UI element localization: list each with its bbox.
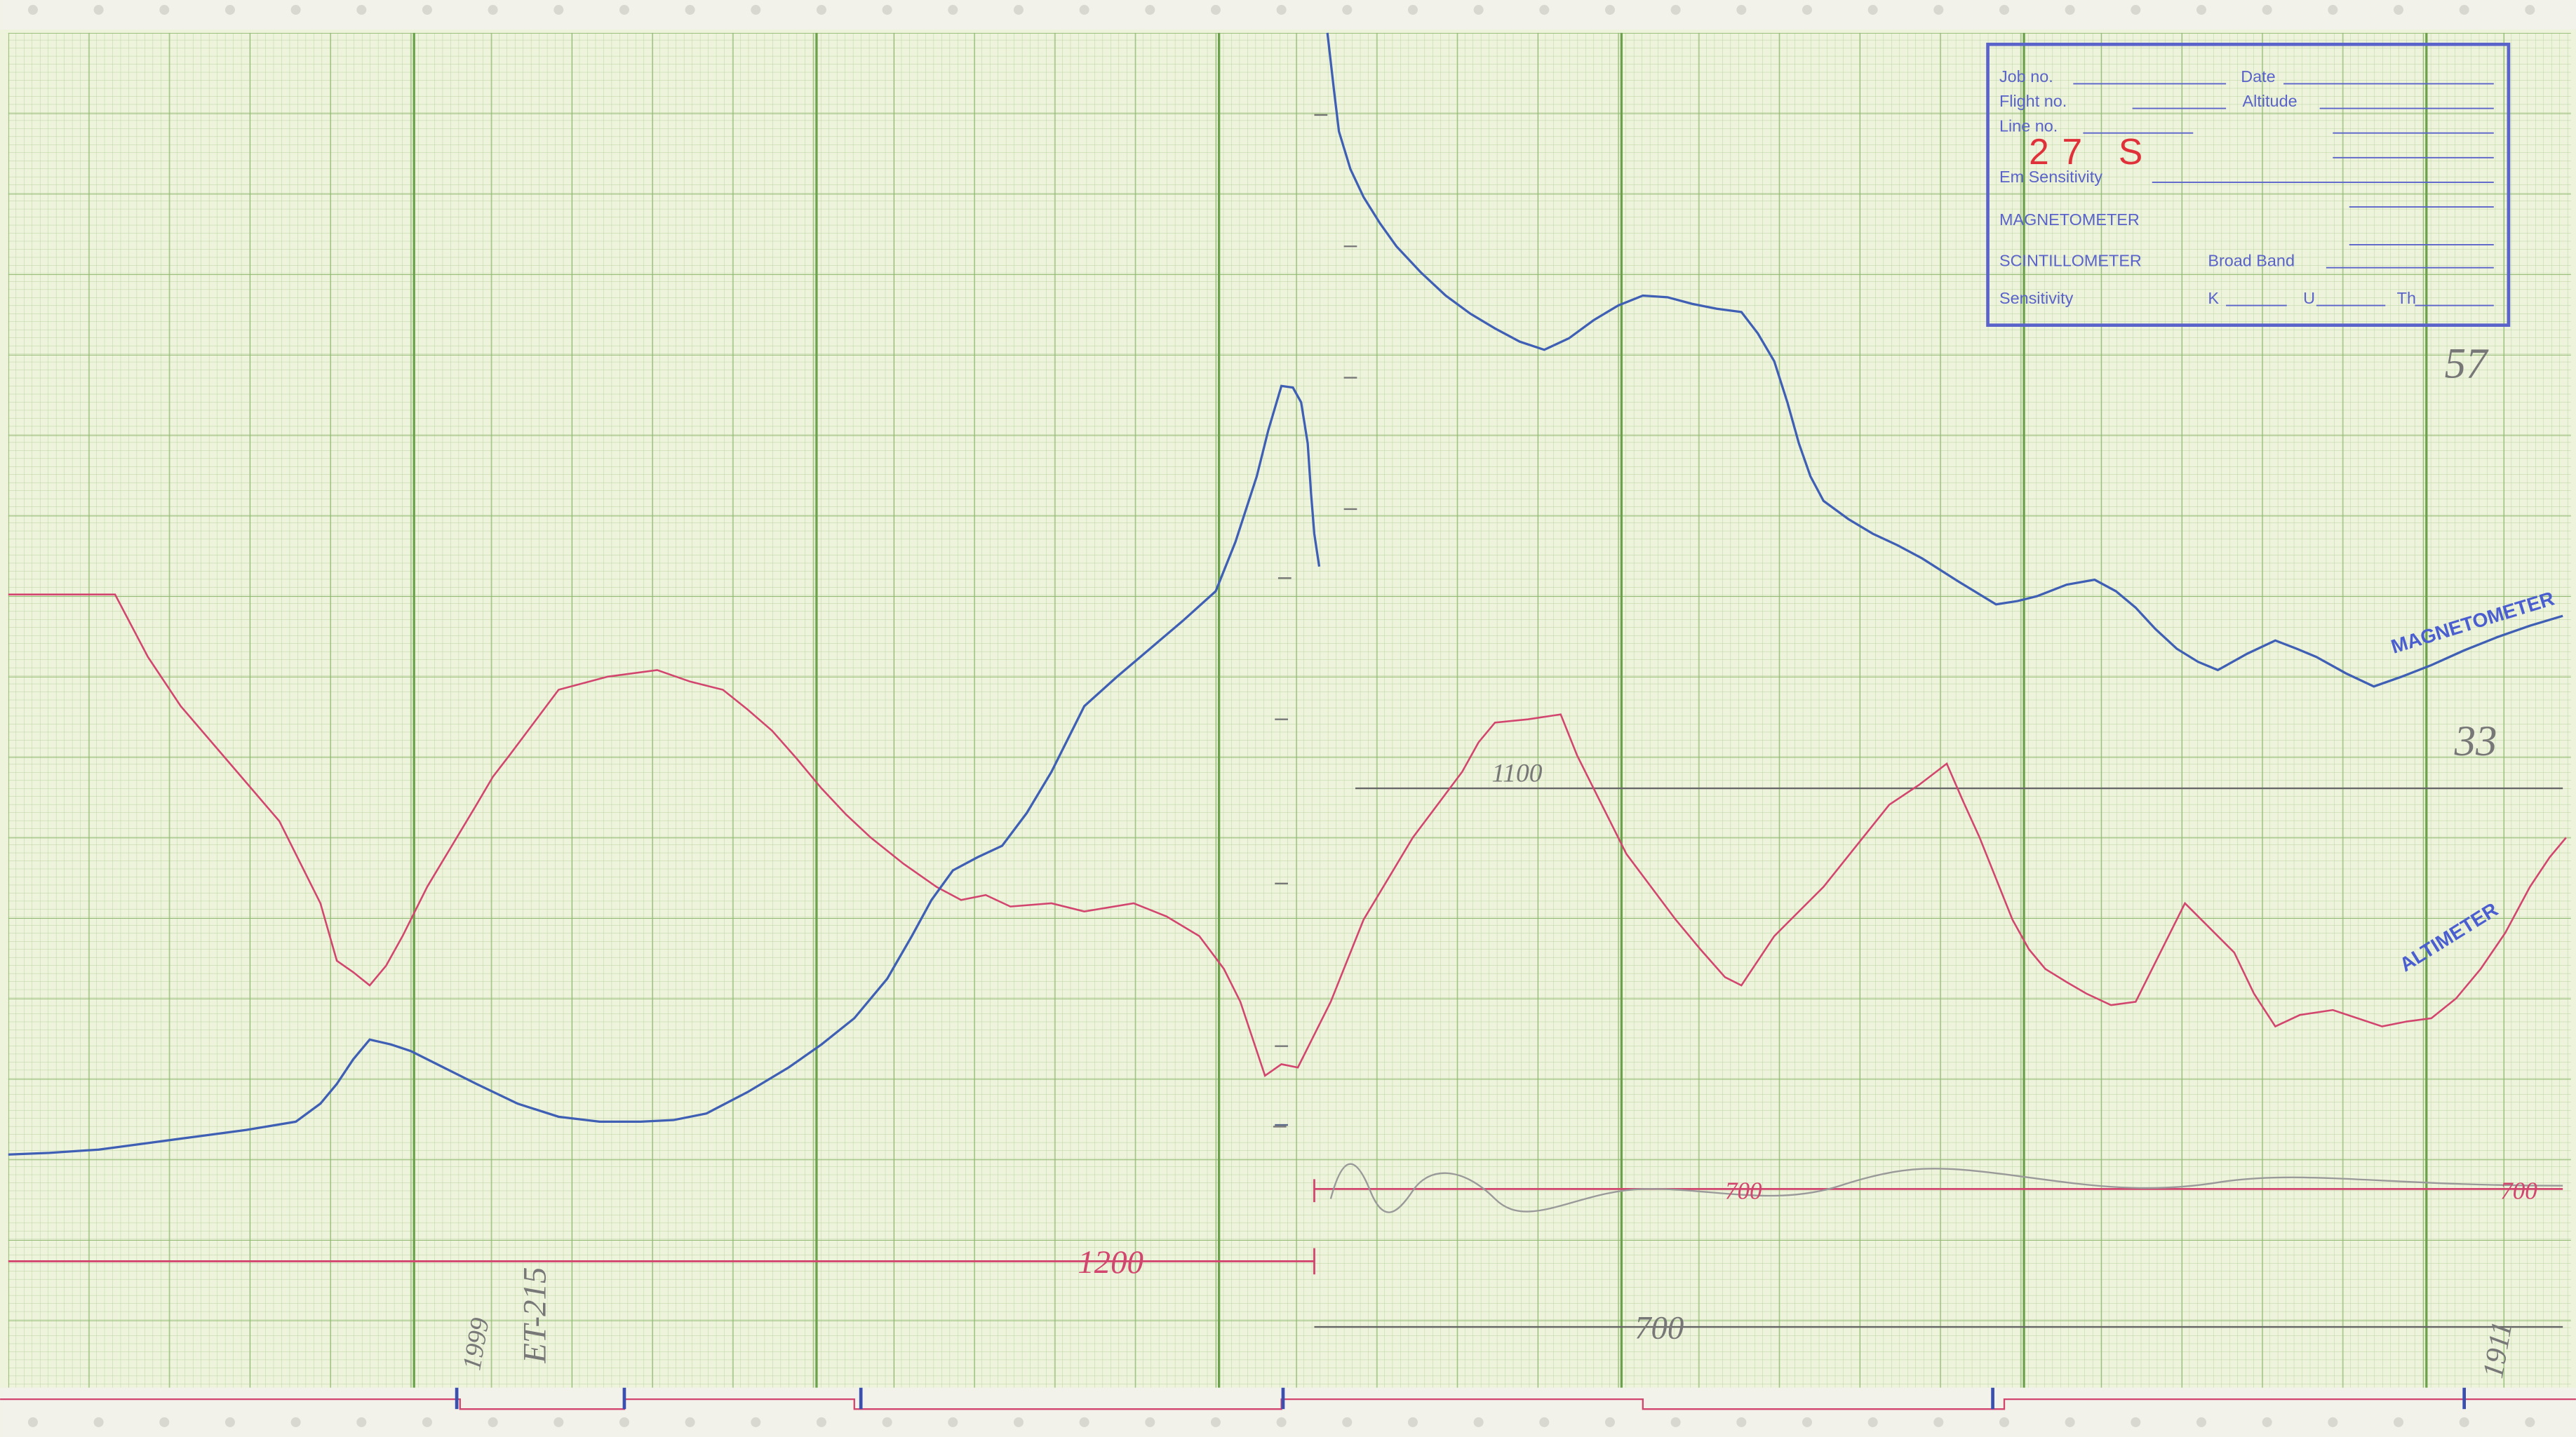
annotation: 1100 — [1491, 760, 1542, 788]
stamp-label: Job no. — [1999, 67, 2053, 86]
line-number: 27 S — [2029, 131, 2156, 172]
stamp-label: Sensitivity — [1999, 289, 2074, 307]
annotation: 33 — [2454, 718, 2497, 765]
stamp-label: Em Sensitivity — [1999, 168, 2102, 186]
annotation: ET-215 — [517, 1267, 554, 1364]
stamp-label: U — [2303, 289, 2315, 307]
stamp-label: SCINTILLOMETER — [1999, 251, 2142, 269]
stamp-label: K — [2208, 289, 2219, 307]
major-grid — [8, 33, 2571, 1388]
stamp-label: MAGNETOMETER — [1999, 210, 2140, 229]
annotation: 700 — [1635, 1309, 1684, 1346]
strip-chart: Job no. Date Flight no. Altitude Line no… — [0, 0, 2576, 1437]
annotation: 57 — [2445, 341, 2489, 388]
stamp-label: Altitude — [2243, 92, 2297, 110]
annotation: 700 — [1725, 1177, 1762, 1204]
stamp-label: Flight no. — [1999, 92, 2067, 110]
stamp-label: Broad Band — [2208, 251, 2295, 269]
stamp-label: Th — [2397, 289, 2416, 307]
annotation: 1200 — [1078, 1244, 1143, 1281]
annotation: 700 — [2500, 1177, 2537, 1204]
stamp-label: Date — [2241, 67, 2275, 86]
bottom-strip — [0, 1388, 2576, 1437]
top-strip — [0, 0, 2576, 29]
